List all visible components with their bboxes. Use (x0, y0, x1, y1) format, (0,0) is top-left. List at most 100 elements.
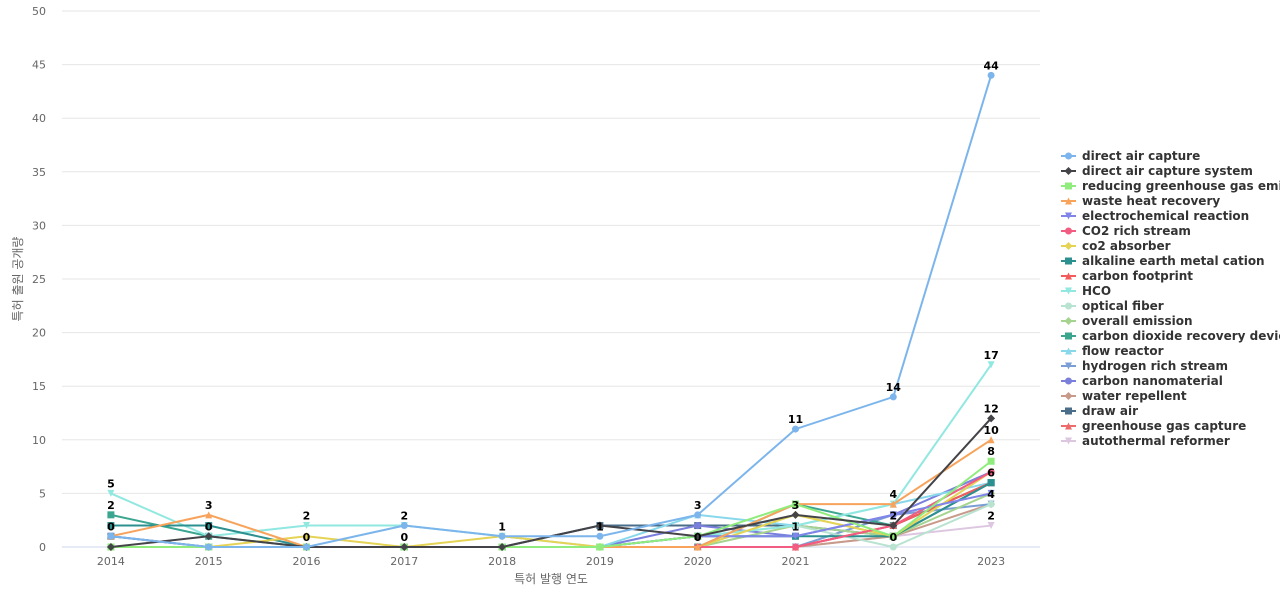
series-line (110, 481, 992, 548)
data-point-marker (106, 543, 115, 551)
data-label: 5 (107, 477, 115, 490)
data-point-marker (205, 543, 213, 551)
y-axis-ticks: 0 5 10 15 20 25 30 35 40 45 50 (32, 5, 46, 554)
data-point-marker (498, 543, 507, 551)
legend-item[interactable]: flow reactor (1061, 344, 1164, 358)
data-point-marker (792, 500, 799, 508)
data-label: 2 (107, 499, 115, 512)
y-tick-label: 45 (32, 59, 46, 72)
legend-label: water repellent (1082, 389, 1187, 403)
legend-label: flow reactor (1082, 344, 1164, 358)
legend-label: HCO (1082, 284, 1111, 298)
data-point-marker (107, 511, 115, 519)
legend-item[interactable]: CO2 rich stream (1061, 224, 1191, 238)
x-tick-label: 2016 (293, 555, 321, 568)
x-tick-label: 2017 (390, 555, 418, 568)
legend-label: electrochemical reaction (1082, 209, 1249, 223)
y-tick-label: 0 (39, 541, 46, 554)
data-point-marker (792, 425, 799, 433)
legend-item[interactable]: direct air capture (1061, 149, 1200, 163)
y-axis-title: 특허 출원 공개량 (11, 237, 25, 322)
legend-item[interactable]: co2 absorber (1061, 239, 1171, 253)
series-line (110, 481, 992, 548)
data-label: 3 (205, 499, 213, 512)
legend-item[interactable]: overall emission (1061, 314, 1193, 328)
data-label: 3 (792, 499, 800, 512)
data-point-marker (205, 511, 213, 519)
data-point-marker (107, 532, 115, 540)
legend-item[interactable]: direct air capture system (1061, 164, 1253, 178)
data-label: 3 (694, 499, 702, 512)
legend-label: carbon footprint (1082, 269, 1193, 283)
x-axis-ticks: 2014 2015 2016 2017 2018 2019 2020 2021 2022 2023 (97, 555, 1005, 568)
legend-symbol (1064, 317, 1073, 325)
data-point-marker (889, 521, 898, 530)
legend-symbol (1065, 212, 1072, 220)
series-line (110, 481, 992, 548)
data-point-marker (302, 532, 311, 541)
legend-item[interactable]: reducing greenhouse gas emi... (1061, 179, 1280, 193)
legend-item[interactable]: carbon dioxide recovery device (1061, 329, 1280, 343)
legend-label: waste heat recovery (1082, 194, 1220, 208)
legend-label: overall emission (1082, 314, 1193, 328)
legend-item[interactable]: HCO (1061, 284, 1111, 298)
y-tick-label: 25 (32, 273, 46, 286)
legend-item[interactable]: electrochemical reaction (1061, 209, 1249, 223)
legend-item[interactable]: alkaline earth metal cation (1061, 254, 1265, 268)
data-point-marker (987, 71, 995, 79)
data-point-marker (693, 532, 702, 541)
legend-item[interactable]: waste heat recovery (1061, 194, 1220, 208)
x-tick-label: 2014 (97, 555, 125, 568)
data-label: 1 (498, 520, 506, 533)
legend-label: draw air (1082, 404, 1138, 418)
legend-item[interactable]: draw air (1061, 404, 1138, 418)
data-point-marker (889, 532, 897, 540)
series-line (110, 481, 992, 548)
legend-item[interactable]: water repellent (1061, 389, 1187, 403)
data-label: 0 (303, 531, 311, 544)
data-point-marker (303, 543, 310, 551)
series-line (110, 417, 992, 548)
data-label: 14 (886, 381, 902, 394)
legend-item[interactable]: optical fiber (1061, 299, 1164, 313)
series-line (110, 481, 992, 548)
data-label: 2 (400, 510, 408, 523)
data-label: 2 (303, 510, 311, 523)
legend-item[interactable]: carbon footprint (1061, 269, 1193, 283)
legend-label: alkaline earth metal cation (1082, 254, 1265, 268)
legend-label: direct air capture system (1082, 164, 1253, 178)
legend-symbol (1065, 362, 1072, 370)
legend-symbol (1065, 437, 1072, 445)
y-tick-label: 5 (39, 487, 46, 500)
data-point-marker (987, 414, 996, 423)
y-tick-label: 20 (32, 327, 46, 340)
data-label: 4 (987, 488, 995, 501)
grid (62, 10, 1040, 494)
data-label: 0 (205, 520, 213, 533)
data-label: 8 (987, 445, 995, 458)
x-tick-label: 2022 (879, 555, 907, 568)
legend-item[interactable]: carbon nanomaterial (1061, 374, 1223, 388)
data-point-marker (498, 532, 506, 540)
data-point-marker (987, 489, 995, 497)
data-point-marker (889, 500, 897, 508)
data-label: 2 (987, 510, 995, 523)
data-point-marker (694, 543, 702, 551)
data-point-marker (987, 522, 995, 530)
legend-item[interactable]: autothermal reformer (1061, 434, 1230, 448)
legend-item[interactable]: hydrogen rich stream (1061, 359, 1228, 373)
data-point-marker (987, 457, 995, 465)
legend-symbol (1065, 407, 1072, 415)
legend-symbol (1065, 227, 1072, 235)
legend-label: carbon nanomaterial (1082, 374, 1223, 388)
series-lines (106, 71, 996, 551)
x-tick-label: 2020 (684, 555, 712, 568)
legend-symbol (1065, 272, 1072, 280)
series-group (107, 468, 995, 551)
legend-item[interactable]: greenhouse gas capture (1061, 419, 1246, 433)
series-group (106, 467, 996, 551)
